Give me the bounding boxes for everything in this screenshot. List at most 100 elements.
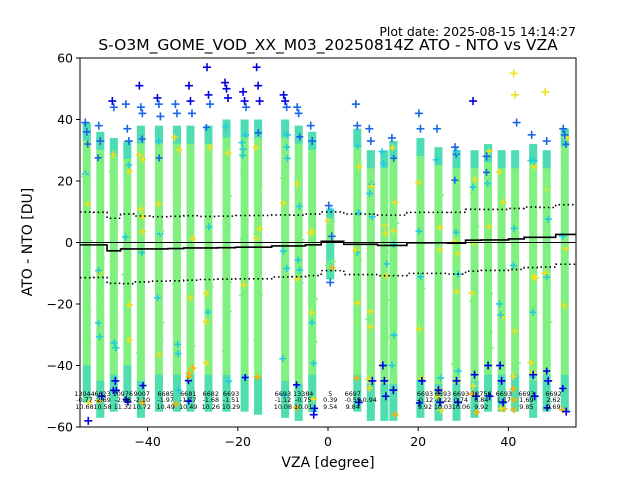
std-upper-line <box>80 203 576 220</box>
data-point <box>295 202 303 210</box>
data-point <box>378 148 386 156</box>
outlier-point <box>252 63 261 72</box>
point-cluster-top <box>123 141 132 160</box>
data-point <box>308 319 316 327</box>
data-point <box>382 248 390 256</box>
data-point <box>157 318 165 326</box>
stat-mean-label: -1.97 <box>157 396 174 404</box>
stat-n-label: 6693 <box>417 390 433 398</box>
data-point <box>453 147 461 155</box>
mean-line <box>80 233 576 252</box>
data-point <box>309 359 317 367</box>
stat-std-label: 9.54 <box>323 403 337 411</box>
std-lower-line <box>80 263 576 285</box>
data-point <box>225 192 233 200</box>
stat-mean-label: 1.17 <box>497 396 511 404</box>
data-point <box>433 393 441 401</box>
data-point <box>392 219 400 227</box>
data-point <box>84 339 92 347</box>
x-tick-label: 40 <box>500 434 516 449</box>
outlier-point <box>281 97 290 106</box>
data-point <box>224 149 232 157</box>
data-point <box>135 349 143 357</box>
data-point <box>204 308 212 316</box>
point-cluster <box>240 119 249 412</box>
data-point <box>560 302 568 310</box>
data-point <box>83 207 91 215</box>
data-point <box>484 179 492 187</box>
data-point <box>224 307 232 315</box>
data-point <box>224 278 232 286</box>
data-point <box>437 191 445 199</box>
data-point <box>472 222 480 230</box>
point-cluster <box>254 119 263 415</box>
outlier-point <box>138 109 147 118</box>
outlier-point <box>306 121 315 130</box>
stat-std-label: 10.03 <box>434 403 452 411</box>
point-cluster-top <box>136 125 145 144</box>
data-point <box>354 142 362 150</box>
point-cluster-top <box>326 208 335 220</box>
outlier-point <box>156 112 165 121</box>
stat-n-label: 6623 <box>94 390 110 398</box>
outlier-point <box>94 121 103 130</box>
stat-mean-label: -1.77 <box>180 396 197 404</box>
outlier-point <box>184 81 193 90</box>
data-point <box>224 222 232 230</box>
data-point <box>485 328 493 336</box>
data-point <box>368 182 376 190</box>
data-point <box>253 373 261 381</box>
chart-title: S-O3M_GOME_VOD_XX_M03_20250814Z ATO - NT… <box>98 36 558 55</box>
point-cluster-bottom <box>497 374 506 412</box>
data-point <box>417 273 425 281</box>
stat-n-label: 12756 <box>471 390 491 398</box>
data-point <box>254 129 262 137</box>
data-point <box>435 341 443 349</box>
outlier-point <box>434 386 443 395</box>
point-cluster-bottom <box>96 380 105 418</box>
data-point <box>139 228 147 236</box>
data-point <box>139 213 147 221</box>
data-point <box>206 283 214 291</box>
scatter-column <box>109 137 118 412</box>
data-point <box>512 229 520 237</box>
scatter-column <box>308 131 317 412</box>
stat-std-label: 9.85 <box>519 403 533 411</box>
point-cluster-bottom <box>366 383 375 421</box>
point-cluster <box>353 128 362 412</box>
data-point <box>310 395 318 403</box>
data-point <box>471 176 479 184</box>
y-tick-label: −60 <box>47 420 73 435</box>
data-point <box>379 159 387 167</box>
data-point <box>416 310 424 318</box>
data-point <box>239 151 247 159</box>
point-cluster-top <box>294 125 303 144</box>
stat-n-label: 13384 <box>293 390 313 398</box>
data-point <box>225 377 233 385</box>
data-point <box>468 289 476 297</box>
data-point <box>511 327 519 335</box>
data-point <box>509 262 517 270</box>
point-cluster-bottom <box>154 374 163 412</box>
data-point <box>355 163 363 171</box>
data-point <box>435 206 443 214</box>
outlier-point <box>541 87 550 96</box>
point-cluster-bottom <box>240 374 249 412</box>
data-point <box>240 281 248 289</box>
data-point <box>296 279 304 287</box>
point-cluster <box>308 131 317 412</box>
stat-mean-label: -0.22 <box>435 396 452 404</box>
data-point <box>388 144 396 152</box>
data-point <box>174 350 182 358</box>
data-point <box>366 323 374 331</box>
data-point <box>469 382 477 390</box>
stat-n-label: 6693 <box>453 390 469 398</box>
data-point <box>509 372 517 380</box>
stat-mean-label: 1.69 <box>519 396 533 404</box>
data-point <box>256 291 264 299</box>
stat-std-label: 10.49 <box>157 403 175 411</box>
data-point <box>110 266 118 274</box>
stat-mean-label: -0.12 <box>417 396 434 404</box>
stat-n-label: 6693 <box>518 390 534 398</box>
data-point <box>387 296 395 304</box>
